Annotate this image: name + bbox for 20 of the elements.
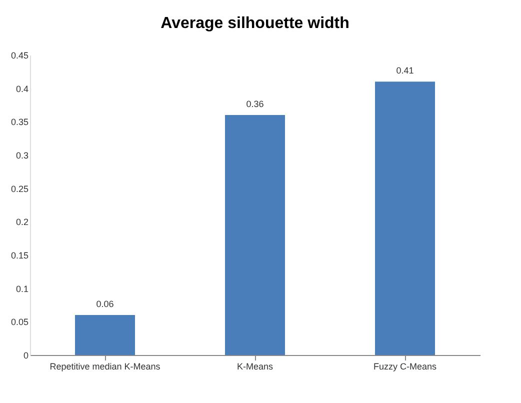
data-label: 0.06 <box>96 299 114 309</box>
y-tick-label: 0.25 <box>10 184 28 194</box>
chart-title: Average silhouette width <box>160 15 350 32</box>
bar <box>225 115 285 355</box>
x-tick-label: K-Means <box>236 362 274 372</box>
x-tick-label: Fuzzy C-Means <box>373 362 438 372</box>
bar <box>75 315 135 355</box>
y-tick-label: 0.35 <box>10 117 28 128</box>
y-tick-label: 0.05 <box>10 317 28 328</box>
y-tick-label: 0 <box>23 350 28 360</box>
y-tick-label: 0.2 <box>16 217 28 228</box>
x-tick-label: Repetitive median K-Means <box>50 362 161 372</box>
y-tick-label: 0.3 <box>16 150 28 160</box>
data-label: 0.41 <box>396 66 414 76</box>
y-tick-label: 0.45 <box>10 50 28 60</box>
y-tick-label: 0.1 <box>16 284 28 294</box>
y-tick-label: 0.15 <box>10 250 28 260</box>
y-tick-label: 0.4 <box>16 84 28 94</box>
bar <box>375 82 435 355</box>
data-label: 0.36 <box>246 99 264 109</box>
